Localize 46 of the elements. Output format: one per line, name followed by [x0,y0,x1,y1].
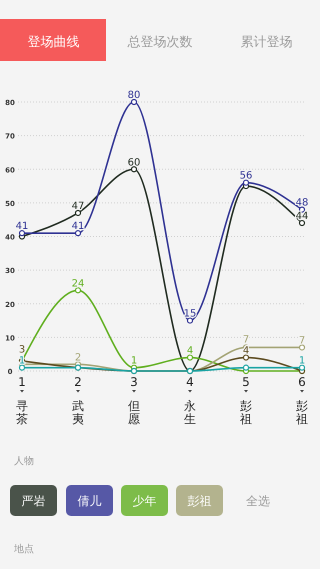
point [298,220,306,226]
point [74,230,82,236]
data-label: 7 [298,335,306,346]
data-label: 41 [16,221,28,232]
text: 累计登场 [240,35,293,50]
text: 少年 [132,494,156,508]
data-label: 1 [298,356,306,367]
point [298,364,306,371]
text: 彭祖 [188,494,212,508]
data-label: 48 [296,198,308,209]
point [298,344,306,351]
x-tick-label: 2 武夷 [72,375,84,426]
point [242,180,250,186]
point [74,210,82,216]
point [186,354,194,361]
x-tick-label: 4 永生 [184,375,196,426]
text: 地点 [13,543,34,555]
point [130,98,138,106]
text: 严岩 [22,494,46,508]
point [186,317,194,324]
text: 全选 [246,494,270,508]
point [74,287,82,294]
data-label: 2 [74,352,82,364]
data-label: 3 [18,344,26,356]
data-label: 47 [72,200,84,212]
data-label: 80 [128,90,140,101]
data-label: 15 [184,308,196,320]
x-tick-label: 5 彭祖 [240,375,252,426]
x-tick-label: 1 寻茶 [16,375,28,426]
data-label: 4 [186,346,194,357]
data-label: 56 [240,170,252,182]
text: 人物 [14,456,34,467]
data-label: 1 [130,356,138,367]
data-label: 41 [72,221,84,232]
point [130,166,138,172]
text: 总登场次数 [126,35,192,50]
text: 倩儿 [78,494,102,508]
point [242,364,250,371]
x-tick-label: 3 但愿 [128,375,140,426]
data-label: 24 [72,278,84,290]
text: 登场曲线 [27,35,80,50]
data-label: 44 [296,211,308,222]
point [18,230,26,236]
data-label: 60 [128,157,140,168]
data-label: 7 [242,334,250,346]
x-tick-label: 6 彭祖 [296,375,308,426]
